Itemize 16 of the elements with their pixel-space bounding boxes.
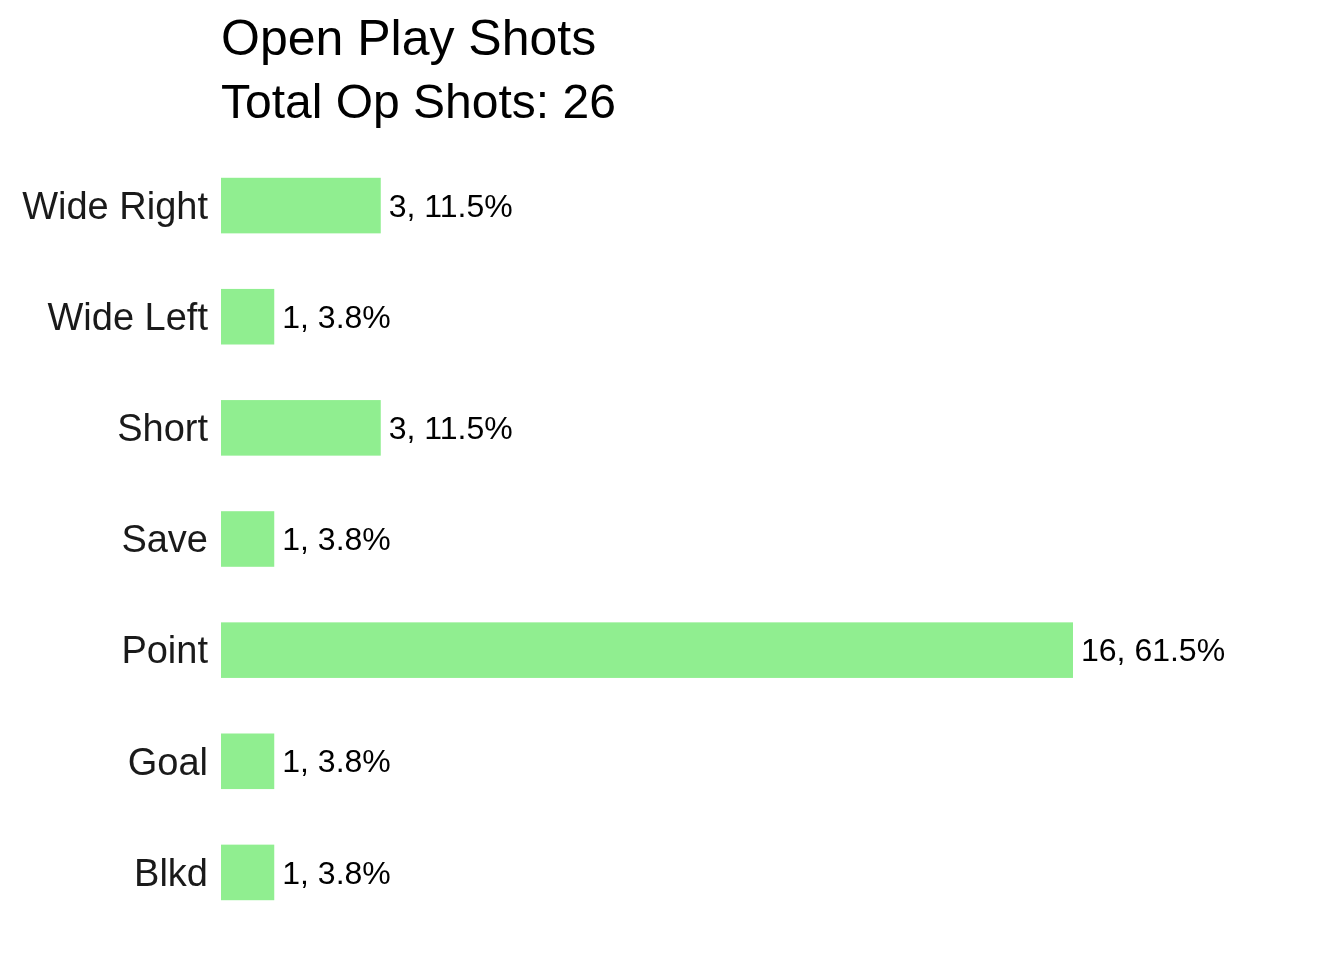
data-label: 16, 61.5% (1081, 632, 1226, 669)
y-tick-label: Wide Left (47, 296, 209, 339)
data-label: 1, 3.8% (282, 521, 391, 558)
data-label: 1, 3.8% (282, 854, 391, 891)
y-tick-label: Goal (127, 740, 208, 783)
data-label: 1, 3.8% (282, 298, 391, 335)
y-tick-label: Short (117, 407, 209, 450)
y-tick-label: Point (121, 629, 209, 672)
data-label: 1, 3.8% (282, 743, 391, 780)
y-tick-label: Wide Right (22, 184, 209, 227)
chart-subtitle: Total Op Shots: 26 (221, 75, 616, 128)
data-label: 3, 11.5% (388, 410, 513, 447)
y-tick-label: Save (121, 518, 208, 561)
y-tick-label: Blkd (134, 851, 208, 894)
data-label: 3, 11.5% (388, 187, 513, 224)
chart-title: Open Play Shots (221, 10, 597, 66)
